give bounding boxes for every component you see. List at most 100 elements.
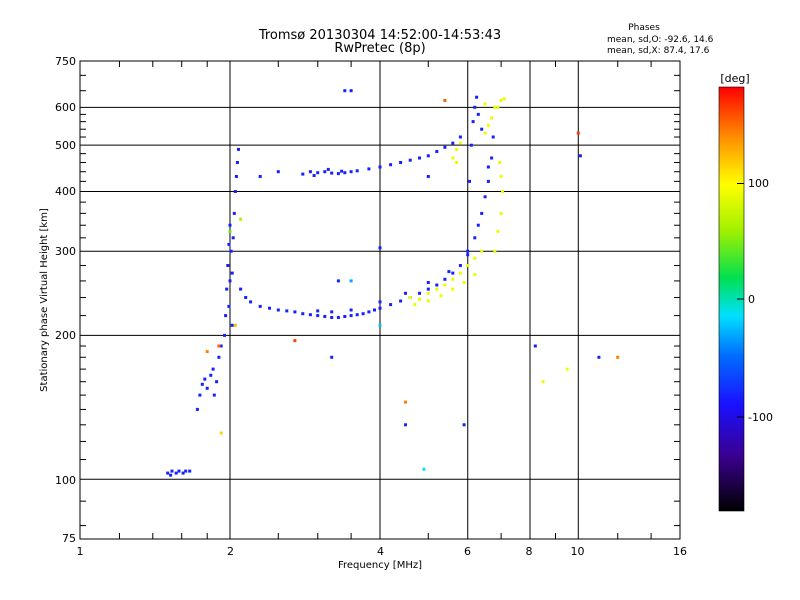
data-point: [225, 287, 229, 291]
data-point: [597, 355, 601, 359]
y-tick-label: 400: [55, 185, 76, 198]
data-point: [483, 131, 487, 135]
data-point: [480, 127, 484, 131]
data-point: [336, 172, 340, 176]
data-point: [205, 386, 209, 390]
data-point: [466, 253, 470, 257]
data-point: [276, 170, 280, 174]
data-point: [237, 147, 240, 151]
data-point: [404, 291, 407, 295]
data-point: [316, 309, 320, 313]
data-point: [181, 471, 185, 475]
chart-title: Tromsø 20130304 14:52:00-14:53:43: [258, 28, 501, 43]
data-point: [203, 377, 207, 381]
data-point: [473, 273, 477, 277]
data-point: [418, 156, 421, 160]
colorbar: [deg] 100 0 -100: [718, 72, 773, 512]
x-tick-label: 1: [77, 545, 84, 558]
data-point: [473, 236, 477, 240]
data-point: [219, 431, 223, 435]
data-point: [312, 174, 316, 177]
data-point: [399, 299, 403, 303]
data-point: [195, 407, 199, 411]
data-point: [336, 279, 340, 283]
y-tick-label: 100: [55, 474, 76, 487]
x-tick-label: 4: [377, 545, 384, 558]
data-point: [486, 165, 490, 169]
data-point: [224, 314, 228, 318]
data-point: [496, 105, 500, 109]
data-point: [471, 120, 475, 124]
phase-stats-heading: Phases: [628, 23, 660, 33]
data-point: [323, 170, 327, 174]
data-point: [443, 145, 447, 149]
data-point: [499, 175, 503, 178]
data-point: [316, 171, 320, 175]
data-point: [301, 172, 305, 176]
data-point: [330, 171, 334, 175]
data-point: [212, 393, 216, 397]
data-point: [355, 313, 359, 317]
data-point: [326, 167, 330, 171]
data-point: [451, 277, 455, 281]
data-point: [378, 300, 382, 304]
data-point: [458, 264, 462, 267]
data-point: [408, 296, 412, 299]
y-tick-label: 75: [62, 532, 76, 545]
data-point: [378, 246, 382, 250]
data-point: [336, 316, 340, 319]
data-point: [226, 264, 230, 267]
data-point: [426, 154, 430, 158]
data-point: [451, 287, 455, 291]
data-point: [349, 170, 353, 174]
data-point: [418, 297, 421, 301]
data-point: [435, 287, 439, 291]
data-point: [501, 190, 505, 193]
y-tick-label: 300: [55, 245, 76, 258]
data-point: [462, 423, 466, 427]
data-point: [349, 89, 353, 93]
data-point: [209, 373, 213, 377]
y-tick-label: 750: [55, 55, 76, 68]
data-point: [198, 393, 202, 397]
phase-stats-o: mean, sd,O: -92.6, 14.6: [607, 35, 714, 45]
data-point: [443, 99, 447, 102]
data-point: [578, 154, 582, 158]
data-point: [233, 190, 237, 193]
data-point: [616, 355, 620, 359]
data-point: [455, 161, 459, 164]
data-point: [443, 277, 447, 281]
data-point: [458, 135, 462, 139]
data-point: [228, 223, 232, 227]
data-point: [361, 312, 365, 316]
data-point: [349, 308, 353, 312]
colorbar-tick-label: -100: [748, 411, 773, 424]
data-point: [293, 339, 297, 343]
data-point: [483, 102, 487, 106]
data-point: [169, 473, 173, 477]
data-point: [475, 95, 479, 99]
data-point: [439, 294, 443, 298]
data-point: [493, 249, 497, 253]
data-point: [233, 323, 237, 327]
data-point: [466, 249, 470, 253]
phase-stats-x: mean, sd,X: 87.4, 17.6: [607, 46, 710, 56]
data-point: [404, 400, 407, 404]
data-point: [223, 333, 226, 337]
data-point: [293, 310, 297, 314]
data-point: [422, 467, 426, 471]
data-point: [451, 271, 455, 275]
data-point: [343, 315, 347, 318]
data-point: [476, 223, 480, 227]
data-point: [235, 161, 239, 164]
data-point: [533, 344, 537, 348]
data-point: [249, 300, 253, 304]
data-point: [285, 309, 289, 313]
data-point: [239, 287, 243, 291]
data-point: [217, 344, 221, 348]
data-point: [491, 135, 495, 139]
data-point: [389, 163, 393, 167]
y-tick-labels: 75 100 200 300 400 500 600 750: [55, 55, 76, 545]
data-point: [343, 171, 347, 175]
data-point: [473, 105, 477, 109]
